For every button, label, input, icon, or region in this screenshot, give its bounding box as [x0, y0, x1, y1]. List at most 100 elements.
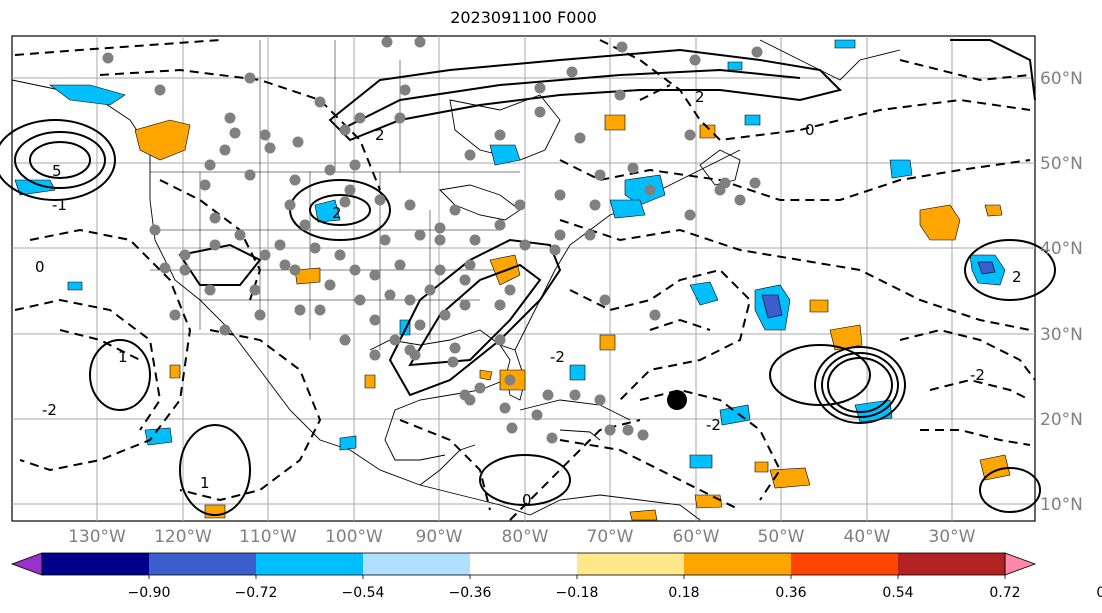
station-marker: [734, 194, 746, 206]
station-marker: [379, 234, 391, 246]
colorbar-segment: [577, 553, 684, 575]
station-marker: [339, 124, 351, 136]
colorbar-extend-min: [10, 552, 43, 576]
station-marker: [219, 324, 231, 336]
station-marker: [749, 177, 761, 189]
station-marker: [584, 229, 596, 241]
station-marker: [259, 129, 271, 141]
station-marker: [384, 289, 396, 301]
station-marker: [219, 144, 231, 156]
latitude-label: 50°N: [1040, 154, 1083, 174]
station-marker: [464, 259, 476, 271]
station-marker: [154, 84, 166, 96]
longitude-label: 80°W: [502, 527, 549, 547]
longitude-label: 110°W: [239, 527, 297, 547]
station-marker: [234, 229, 246, 241]
station-marker: [229, 127, 241, 139]
colorbar-segment: [470, 553, 577, 575]
station-marker: [369, 349, 381, 361]
colorbar-tick-label: −0.72: [235, 585, 278, 601]
station-marker: [494, 299, 506, 311]
colorbar-tick-labels: −0.90 −0.72 −0.54 −0.36 −0.18 0.18 0.36 0.54 0.7…: [128, 575, 1102, 601]
station-marker: [149, 224, 161, 236]
station-marker: [459, 299, 471, 311]
contour-label: 2: [1012, 268, 1022, 286]
station-marker: [102, 52, 114, 64]
storm-position-marker: [667, 390, 687, 410]
station-marker: [546, 432, 558, 444]
contour-label: 1: [118, 348, 128, 366]
dashed-contours: [14, 39, 1036, 521]
station-marker: [622, 424, 634, 436]
station-marker: [684, 129, 696, 141]
station-marker: [169, 309, 181, 321]
station-marker: [506, 422, 518, 434]
station-marker: [449, 342, 461, 354]
station-markers: [102, 36, 763, 444]
latitude-label: 40°N: [1040, 239, 1083, 259]
station-marker: [439, 309, 451, 321]
station-marker: [616, 41, 628, 53]
station-marker: [414, 229, 426, 241]
colorbar-tick-label: −0.36: [449, 585, 492, 601]
colorbar: [10, 552, 1037, 576]
latitude-label: 20°N: [1040, 410, 1083, 430]
contour-label: -2: [706, 416, 721, 434]
station-marker: [344, 184, 356, 196]
station-marker: [566, 66, 578, 78]
station-marker: [594, 169, 606, 181]
colorbar-tick-label: 0.18: [668, 585, 699, 601]
map-title: 2023091100 F000: [450, 8, 597, 27]
colorbar-segment: [898, 553, 1005, 575]
station-marker: [504, 284, 516, 296]
station-marker: [264, 142, 276, 154]
station-marker: [589, 199, 601, 211]
contour-label: -2: [970, 366, 985, 384]
station-marker: [644, 184, 656, 196]
station-marker: [314, 304, 326, 316]
station-marker: [284, 199, 296, 211]
station-marker: [514, 199, 526, 211]
station-marker: [404, 294, 416, 306]
longitude-label: 130°W: [68, 527, 126, 547]
station-marker: [369, 269, 381, 281]
contour-label: 0: [35, 258, 45, 276]
station-marker: [604, 424, 616, 436]
station-marker: [531, 409, 543, 421]
station-marker: [534, 82, 546, 94]
colorbar-segment: [149, 553, 256, 575]
station-marker: [494, 129, 506, 141]
station-marker: [751, 46, 763, 58]
station-marker: [637, 429, 649, 441]
colorbar-extend-max: [1004, 552, 1037, 576]
contour-label: 2: [375, 126, 385, 144]
station-marker: [324, 164, 336, 176]
station-marker: [339, 334, 351, 346]
station-marker: [569, 389, 581, 401]
contour-label: -2: [42, 401, 57, 419]
station-marker: [354, 294, 366, 306]
station-marker: [554, 229, 566, 241]
station-marker: [324, 279, 336, 291]
station-marker: [314, 96, 326, 108]
station-marker: [554, 189, 566, 201]
colorbar-tick-label: −0.18: [556, 585, 599, 601]
station-marker: [542, 389, 554, 401]
station-marker: [627, 162, 639, 174]
station-marker: [244, 72, 256, 84]
colorbar-segment: [42, 553, 149, 575]
station-marker: [464, 149, 476, 161]
longitude-labels: 130°W 120°W 110°W 100°W 90°W 80°W 70°W 60°W 50°W…: [68, 527, 976, 547]
station-marker: [389, 334, 401, 346]
station-marker: [179, 264, 191, 276]
station-marker: [519, 239, 531, 251]
station-marker: [254, 309, 266, 321]
station-marker: [594, 394, 606, 406]
contour-label: 2: [332, 204, 342, 222]
contour-label: 0: [805, 121, 815, 139]
station-marker: [179, 249, 191, 261]
colorbar-segment: [363, 553, 470, 575]
contour-label: -2: [550, 348, 565, 366]
longitude-label: 30°W: [929, 527, 976, 547]
